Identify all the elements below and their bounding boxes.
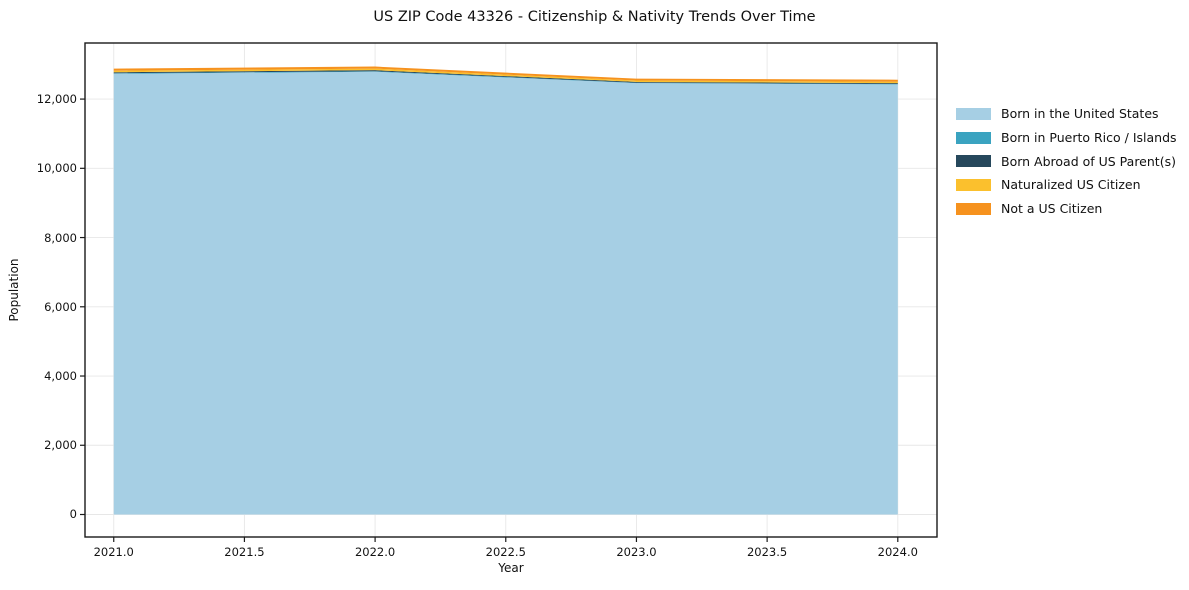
legend-item-1: Born in Puerto Rico / Islands [956, 126, 1177, 150]
legend-item-0: Born in the United States [956, 102, 1177, 126]
legend-swatch-icon [956, 131, 991, 144]
x-tick-label: 2022.0 [354, 545, 396, 559]
x-axis-label: Year [498, 561, 524, 575]
legend-swatch-icon [956, 155, 991, 168]
x-tick-label: 2021.5 [224, 545, 265, 559]
x-tick-label: 2022.5 [485, 545, 526, 559]
legend-label: Not a US Citizen [1001, 201, 1103, 217]
x-tick-label: 2024.0 [877, 545, 918, 559]
legend-swatch-icon [956, 202, 991, 215]
plot-border [84, 42, 938, 538]
legend-label: Naturalized US Citizen [1001, 177, 1141, 193]
legend-label: Born in Puerto Rico / Islands [1001, 130, 1177, 146]
legend-label: Born in the United States [1001, 106, 1159, 122]
y-tick-label: 6,000 [44, 299, 77, 314]
y-tick-label: 4,000 [44, 369, 77, 384]
x-tick-label: 2023.0 [616, 545, 657, 559]
legend-swatch-icon [956, 107, 991, 120]
y-tick-label: 12,000 [36, 92, 77, 107]
legend: Born in the United States Born in Puerto … [956, 102, 1177, 220]
y-axis-label: Population [7, 258, 21, 322]
legend-label: Born Abroad of US Parent(s) [1001, 153, 1176, 169]
y-tick-label: 10,000 [36, 161, 77, 176]
chart-title: US ZIP Code 43326 - Citizenship & Nativi… [373, 9, 816, 25]
area-series-3 [113, 68, 898, 84]
legend-item-4: Not a US Citizen [956, 197, 1177, 221]
y-tick-label: 8,000 [44, 230, 77, 245]
x-tick-label: 2021.0 [93, 545, 134, 559]
legend-swatch-icon [956, 178, 991, 191]
stacked-areas [113, 66, 898, 515]
tick-marks [80, 98, 899, 542]
legend-item-3: Naturalized US Citizen [956, 173, 1177, 197]
y-tick-label: 0 [69, 507, 77, 522]
area-series-0 [113, 71, 898, 515]
legend-item-2: Born Abroad of US Parent(s) [956, 149, 1177, 173]
area-series-4 [113, 66, 898, 82]
x-tick-label: 2023.5 [746, 545, 788, 559]
y-tick-label: 2,000 [44, 438, 77, 453]
